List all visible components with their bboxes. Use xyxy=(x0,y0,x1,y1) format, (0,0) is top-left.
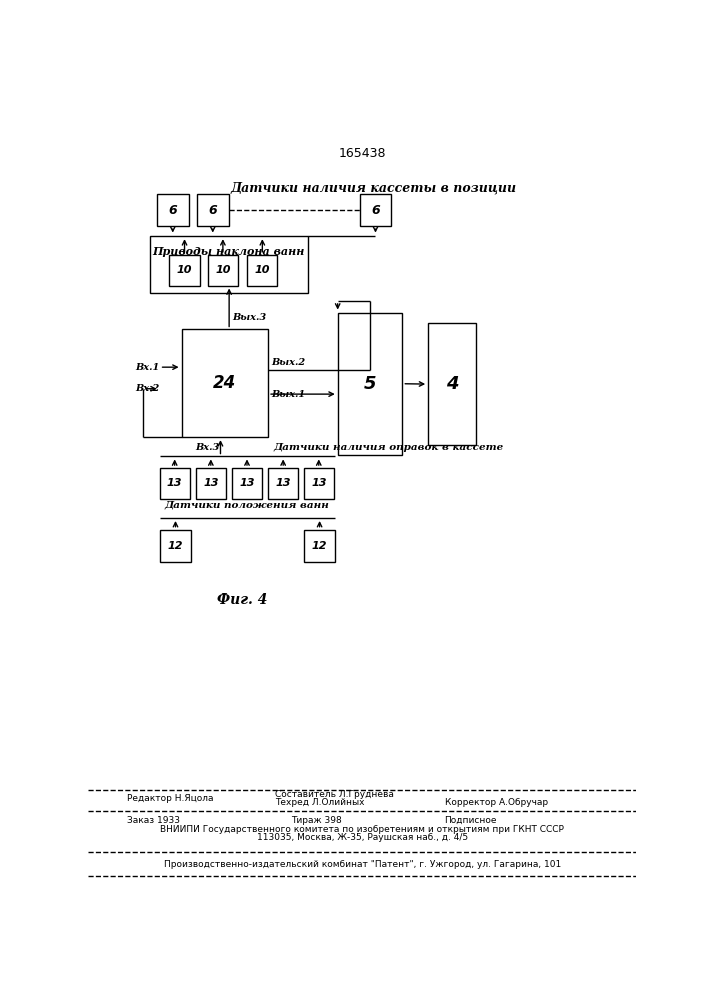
Text: 165438: 165438 xyxy=(339,147,386,160)
Text: Техред Л.Олийных: Техред Л.Олийных xyxy=(275,798,364,807)
Bar xyxy=(157,194,189,226)
Text: Вх.3: Вх.3 xyxy=(195,443,220,452)
Text: ВНИИПИ Государственного комитета по изобретениям и открытиям при ГКНТ СССР: ВНИИПИ Государственного комитета по изоб… xyxy=(160,825,564,834)
Text: Датчики наличия кассеты в позиции: Датчики наличия кассеты в позиции xyxy=(231,181,517,194)
Text: Вых.1: Вых.1 xyxy=(271,390,305,399)
Text: Фиг. 4: Фиг. 4 xyxy=(216,593,267,607)
Text: 13: 13 xyxy=(276,478,291,488)
Text: 13: 13 xyxy=(311,478,327,488)
Bar xyxy=(150,235,308,293)
Bar xyxy=(360,194,392,226)
Bar xyxy=(304,468,334,499)
Bar xyxy=(304,530,336,562)
Text: Производственно-издательский комбинат "Патент", г. Ужгород, ул. Гагарина, 101: Производственно-издательский комбинат "П… xyxy=(164,860,561,869)
Text: Вх.1: Вх.1 xyxy=(135,363,159,372)
Text: Датчики наличия оправок в кассете: Датчики наличия оправок в кассете xyxy=(274,443,504,452)
Text: 13: 13 xyxy=(167,478,182,488)
Text: Тираж 398: Тираж 398 xyxy=(291,816,342,825)
Text: Редактор Н.Яцола: Редактор Н.Яцола xyxy=(127,794,214,803)
Text: Заказ 1933: Заказ 1933 xyxy=(127,816,180,825)
Text: 5: 5 xyxy=(364,375,376,393)
Bar xyxy=(247,255,277,286)
Bar xyxy=(232,468,262,499)
Bar xyxy=(196,468,226,499)
Text: Подписное: Подписное xyxy=(445,816,497,825)
Text: Составитель Л.Груднева: Составитель Л.Груднева xyxy=(275,790,394,799)
Text: 13: 13 xyxy=(203,478,218,488)
Bar xyxy=(160,530,192,562)
Text: 24: 24 xyxy=(214,374,236,392)
Bar xyxy=(170,255,199,286)
Text: 12: 12 xyxy=(312,541,327,551)
Text: 6: 6 xyxy=(168,204,177,217)
Text: 6: 6 xyxy=(209,204,217,217)
Bar xyxy=(182,329,268,437)
Text: Вых.2: Вых.2 xyxy=(271,358,305,367)
Text: 13: 13 xyxy=(239,478,255,488)
Bar xyxy=(160,468,189,499)
Text: Приводы наклона ванн: Приводы наклона ванн xyxy=(153,246,305,257)
Bar xyxy=(268,468,298,499)
Text: Вх.2: Вх.2 xyxy=(135,384,159,393)
Text: Датчики положения ванн: Датчики положения ванн xyxy=(164,500,329,509)
Bar xyxy=(338,312,402,455)
Text: 10: 10 xyxy=(177,265,192,275)
Text: 10: 10 xyxy=(215,265,230,275)
Text: 6: 6 xyxy=(371,204,380,217)
Text: 113035, Москва, Ж-35, Раушская наб., д. 4/5: 113035, Москва, Ж-35, Раушская наб., д. … xyxy=(257,833,468,842)
Text: 4: 4 xyxy=(446,375,458,393)
Bar xyxy=(208,255,238,286)
Bar xyxy=(197,194,228,226)
Text: 10: 10 xyxy=(255,265,270,275)
Text: 12: 12 xyxy=(168,541,183,551)
Bar xyxy=(428,323,477,445)
Text: Корректор А.Обручар: Корректор А.Обручар xyxy=(445,798,548,807)
Text: Вых.3: Вых.3 xyxy=(232,313,266,322)
